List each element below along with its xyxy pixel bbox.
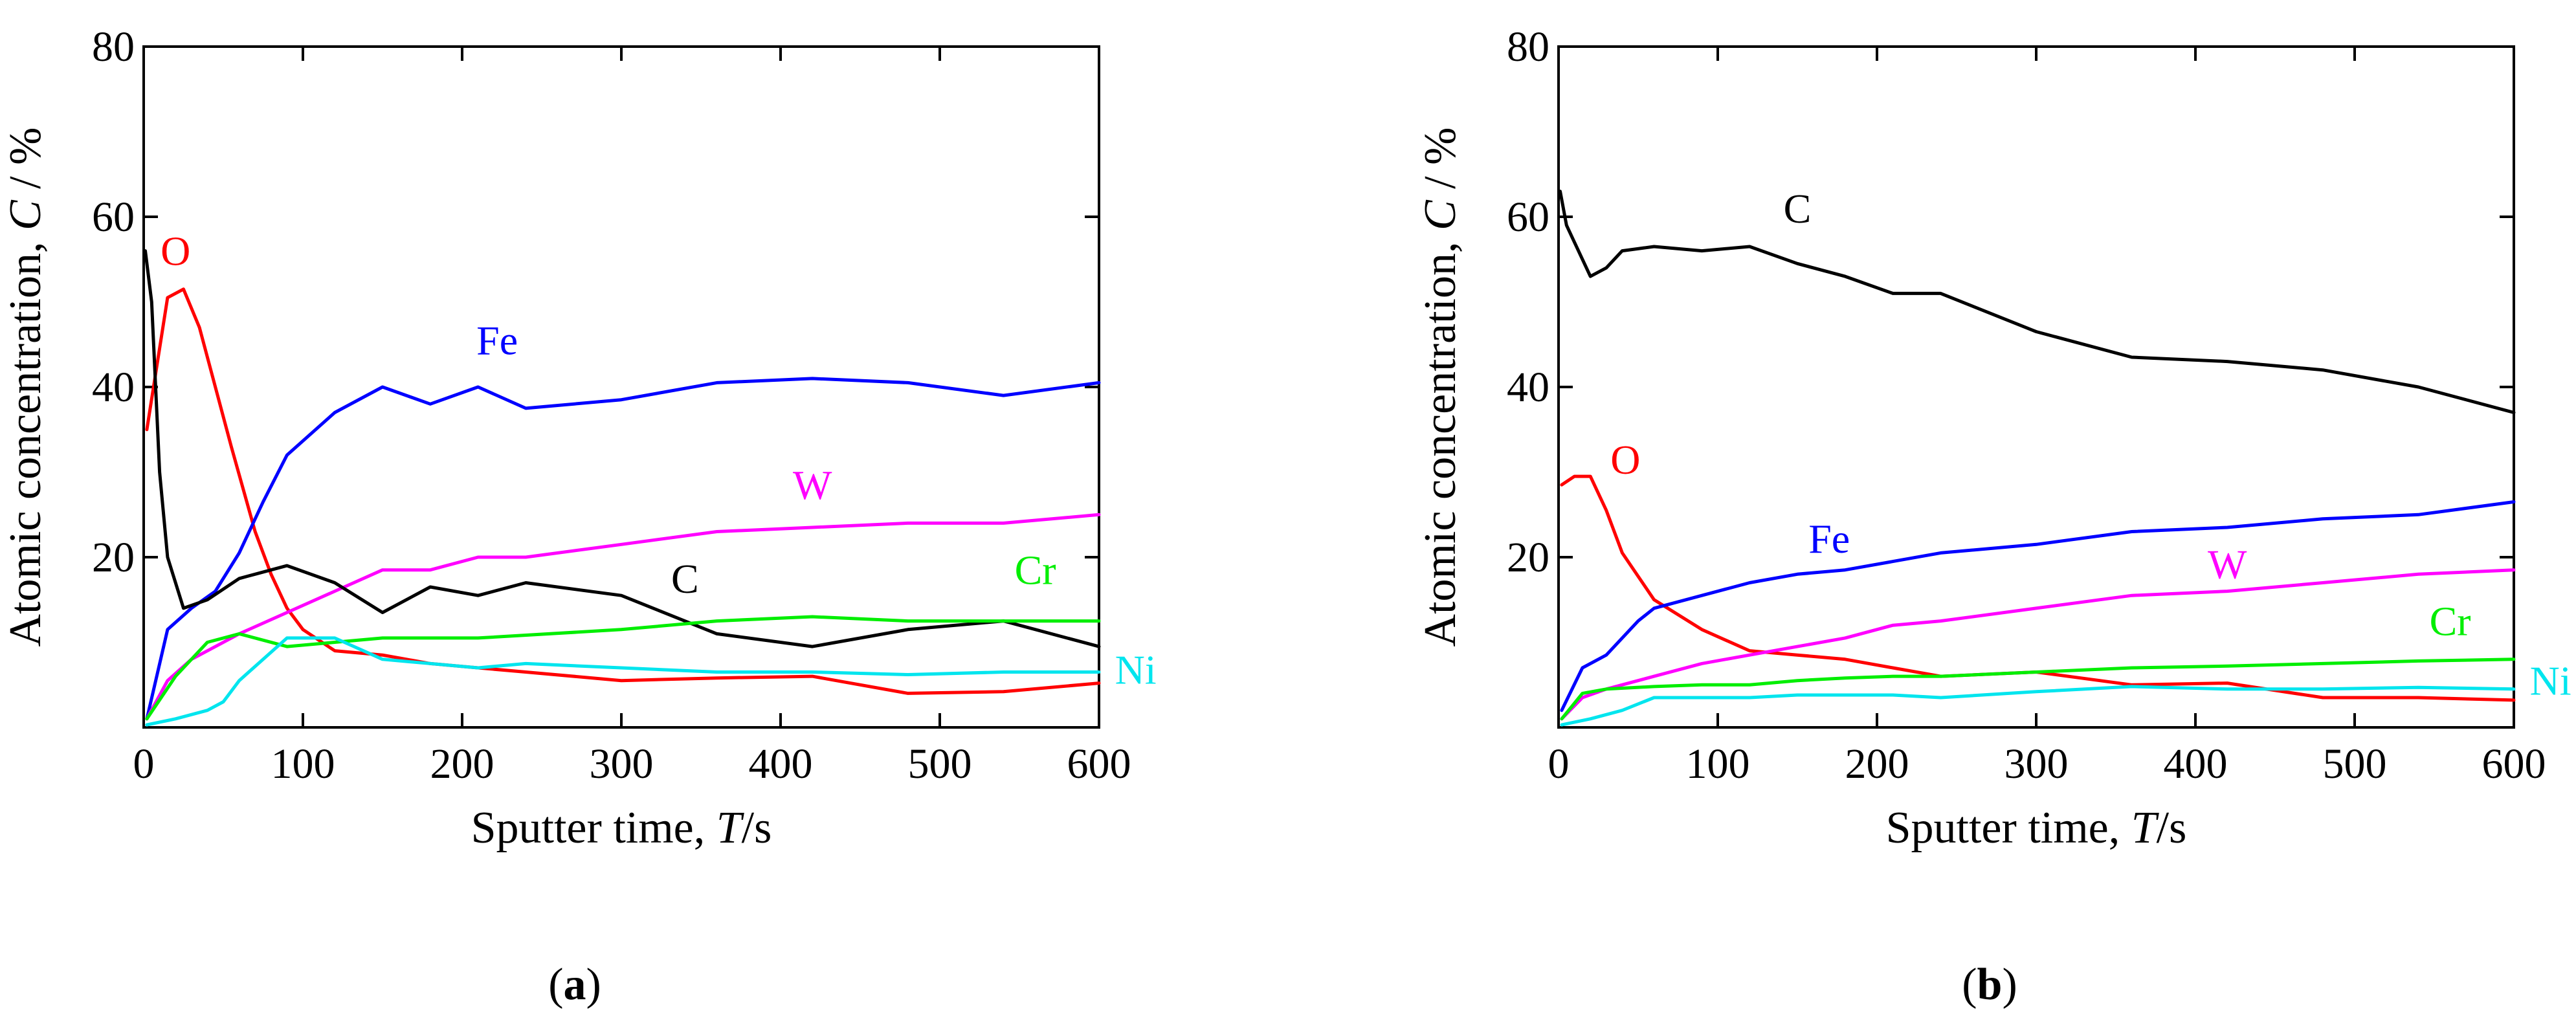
panel-caption-close: ) (2002, 960, 2017, 1010)
y-axis-title: Atomic concentration, C / % (1416, 127, 1465, 647)
x-tick-label: 100 (271, 740, 335, 788)
series-label-ni: Ni (1115, 647, 1157, 693)
chart-panel-b: 0 100 200 300 400 500 600 20 40 60 80 Sputter time,… (1416, 23, 2571, 1010)
y-tick-label: 40 (1507, 364, 1549, 411)
x-tick-label: 200 (430, 740, 494, 788)
series-label-w: W (793, 462, 832, 508)
x-tick-label: 400 (749, 740, 813, 788)
panel-caption-letter: b (1977, 960, 2003, 1010)
x-tick-label: 300 (590, 740, 654, 788)
panel-caption: (a) (548, 960, 601, 1010)
x-axis-title-unit: /s (742, 803, 772, 853)
y-axis-title-var: C (1416, 199, 1465, 230)
panel-caption: (b) (1962, 960, 2017, 1010)
series-label-c: C (671, 556, 699, 602)
panel-caption-open: ( (548, 960, 563, 1010)
x-axis-title-unit: /s (2157, 803, 2187, 853)
series-label-fe: Fe (1808, 516, 1850, 562)
series-label-ni: Ni (2530, 658, 2571, 704)
series-line-ni (145, 636, 1101, 727)
y-tick-label: 80 (92, 23, 135, 71)
x-axis-title-var: T (716, 803, 745, 853)
y-axis-title-var: C (1, 199, 50, 230)
x-tick-label: 400 (2164, 740, 2228, 788)
x-tick-label: 200 (1845, 740, 1909, 788)
x-tick-label: 500 (908, 740, 972, 788)
chart-panel-a: 0 100 200 300 400 500 600 20 40 60 80 Sputter time,… (1, 23, 1157, 1010)
series-label-w: W (2208, 542, 2247, 588)
series-line-w (145, 513, 1101, 721)
series-label-o: O (1610, 437, 1640, 483)
x-axis-title: Sputter time, T/s (471, 803, 772, 853)
series-line-fe (145, 377, 1101, 721)
series-label-c: C (1784, 186, 1812, 232)
series-line-fe (1560, 500, 2516, 712)
y-axis-title: Atomic concentration, C / % (1, 127, 50, 647)
x-axis-title-main: Sputter time, (471, 803, 716, 853)
plot-frame (1557, 45, 2515, 729)
x-axis-title: Sputter time, T/s (1886, 803, 2187, 853)
series-line-ni (1560, 685, 2516, 727)
y-tick-label: 20 (1507, 534, 1549, 581)
y-tick-label: 20 (92, 534, 135, 581)
x-tick-label: 0 (133, 740, 155, 788)
series-line-o (1560, 474, 2516, 702)
x-tick-label: 100 (1686, 740, 1750, 788)
series-label-fe: Fe (476, 318, 518, 364)
y-axis-title-main: Atomic concentration, (1, 230, 50, 646)
y-axis-title-unit: / % (1, 127, 50, 201)
panel-caption-open: ( (1962, 960, 1977, 1010)
y-axis-title-unit: / % (1416, 127, 1465, 201)
y-tick-label: 60 (1507, 193, 1549, 241)
series-line-w (1560, 568, 2516, 721)
y-tick-label: 60 (92, 193, 135, 241)
x-tick-label: 500 (2323, 740, 2387, 788)
series-line-c (144, 249, 1101, 648)
series-line-cr (1560, 657, 2516, 721)
panel-caption-close: ) (586, 960, 601, 1010)
x-tick-label: 0 (1548, 740, 1570, 788)
series-label-cr: Cr (2430, 599, 2471, 645)
x-tick-label: 600 (1067, 740, 1131, 788)
series-line-c (1559, 190, 2516, 414)
panel-caption-letter: a (564, 960, 586, 1010)
y-tick-label: 80 (1507, 23, 1549, 71)
x-axis-title-var: T (2131, 803, 2160, 853)
x-axis-title-main: Sputter time, (1886, 803, 2131, 853)
y-tick-label: 40 (92, 364, 135, 411)
series-label-cr: Cr (1015, 547, 1056, 593)
series-line-cr (145, 615, 1101, 721)
series-line-o (145, 287, 1101, 695)
x-tick-label: 600 (2482, 740, 2546, 788)
x-tick-label: 300 (2004, 740, 2069, 788)
series-label-o: O (161, 228, 190, 274)
y-axis-title-main: Atomic concentration, (1416, 230, 1465, 646)
